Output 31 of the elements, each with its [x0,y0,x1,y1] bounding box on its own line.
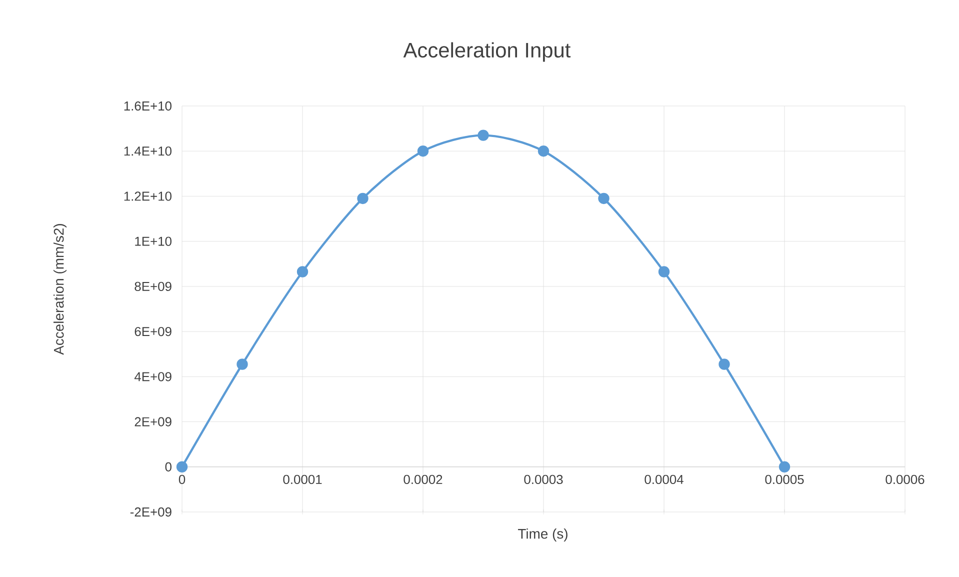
x-tick-label: 0.0005 [765,474,804,484]
y-tick-label: 4E+09 [134,372,172,382]
point [718,358,730,370]
x-tick-label: 0 [178,474,186,484]
point [478,130,489,141]
point [598,192,610,204]
y-axis-title: Acceleration (mm/s2) [54,224,67,355]
point [778,461,790,472]
point [296,266,308,278]
point [236,358,248,370]
y-tick-label: 1E+10 [135,236,172,246]
y-tick-label: 0 [165,462,172,472]
x-tick-label: 0.0002 [404,474,442,484]
x-tick-label: 0.0001 [283,474,322,484]
x-axis-title: Time (s) [518,528,568,542]
y-tick-label: 6E+09 [134,326,172,336]
y-tick-label: 8E+09 [134,282,172,292]
chart-title: Acceleration Input [403,42,571,62]
y-tick-label: -2E+09 [130,507,172,517]
point [658,266,670,278]
point [417,145,429,157]
x-tick-label: 0.0003 [524,474,563,484]
point [538,145,550,157]
point [176,461,188,472]
y-tick-label: 2E+09 [134,417,172,426]
y-tick-label: 1.6E+10 [124,101,172,111]
x-tick-label: 0.0004 [644,474,684,484]
y-tick-label: 1.4E+10 [124,146,172,156]
x-tick-label: 0.0006 [886,474,924,484]
point [357,192,368,204]
y-tick-label: 1.2E+10 [124,192,172,201]
